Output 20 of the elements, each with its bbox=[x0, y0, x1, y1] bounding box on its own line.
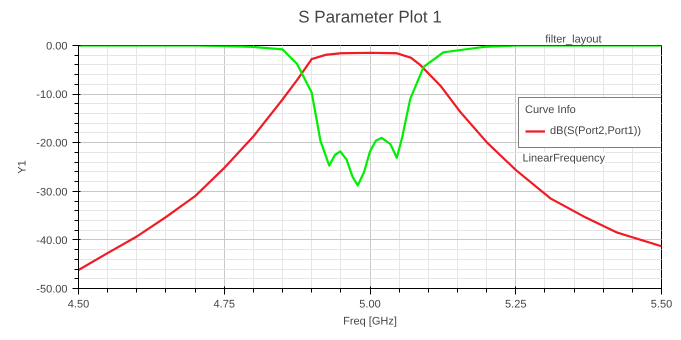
x-axis-title: Freq [GHz] bbox=[343, 316, 397, 328]
line-series bbox=[78, 52, 662, 272]
line-series bbox=[78, 46, 662, 187]
y-tick-label: -30.00 bbox=[36, 186, 68, 198]
legend-label: dB(S(Port2,Port1)) bbox=[550, 125, 642, 137]
y-axis-title: Y1 bbox=[16, 160, 28, 174]
x-tick-label: 4.50 bbox=[68, 298, 90, 310]
y-tick-label: -50.00 bbox=[36, 284, 68, 296]
y-tick-label: -40.00 bbox=[36, 234, 68, 247]
x-tick-label: 5.50 bbox=[650, 298, 672, 310]
y-tick-label: -20.00 bbox=[36, 138, 68, 150]
x-tick-label: 4.75 bbox=[214, 298, 235, 310]
x-tick-label: 5.00 bbox=[359, 298, 381, 310]
annotation: LinearFrequency bbox=[522, 152, 606, 164]
y-tick-label: -10.00 bbox=[36, 89, 68, 102]
x-tick-label: 5.25 bbox=[505, 298, 526, 310]
y-tick-label: 0.00 bbox=[46, 40, 68, 52]
text: filter_layout bbox=[545, 34, 602, 46]
legend-title: Curve Info bbox=[525, 104, 577, 116]
chart-title: S Parameter Plot 1 bbox=[298, 8, 442, 26]
